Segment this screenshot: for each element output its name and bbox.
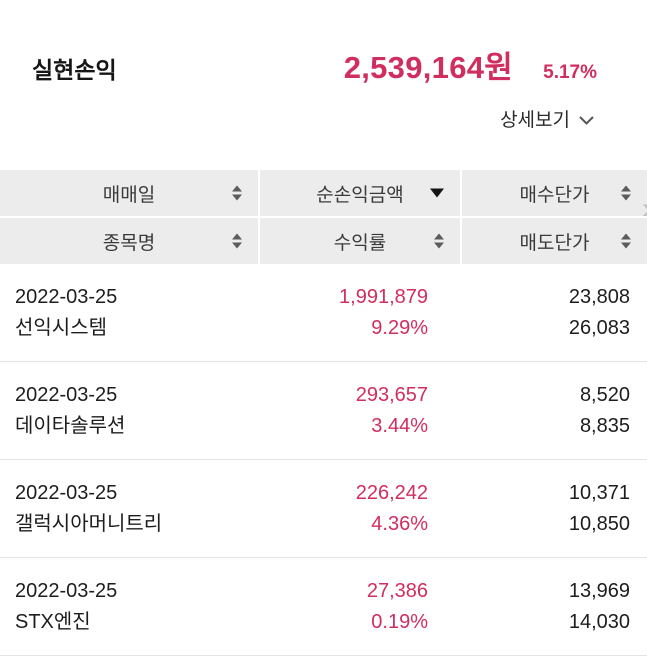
header-sell-price[interactable]: 매도단가 [462, 218, 647, 264]
return-rate: 3.44% [371, 415, 428, 437]
stock-name: 갤럭시아머니트리 [15, 513, 163, 535]
sort-icon [434, 233, 444, 249]
table-header-row-2: 종목명 수익률 매도단가 [0, 218, 647, 264]
header-return-rate-label: 수익률 [333, 232, 387, 254]
table-header-row-1: 매매일 순손익금액 매수단가 [0, 170, 647, 216]
pnl-cell: 293,657 3.44% [258, 380, 458, 442]
return-rate: 0.19% [371, 611, 428, 633]
price-cell: 13,969 14,030 [458, 576, 647, 638]
sort-desc-icon [430, 188, 444, 198]
sort-icon [621, 185, 631, 201]
table-row[interactable]: 2022-03-25 STX엔진 27,386 0.19% 13,969 14,… [0, 558, 647, 656]
trade-date: 2022-03-25 [15, 384, 118, 406]
page-title: 실현손익 [32, 57, 117, 83]
detail-row: 상세보기 [0, 105, 647, 132]
pnl-cell: 27,386 0.19% [258, 576, 458, 638]
price-cell: 10,371 10,850 [458, 478, 647, 540]
header-sell-price-label: 매도단가 [519, 232, 590, 254]
pnl-cell: 226,242 4.36% [258, 478, 458, 540]
detail-view-label: 상세보기 [500, 110, 570, 131]
realized-pnl-amount: 2,539,164원 [343, 50, 514, 85]
sell-price: 10,850 [568, 513, 630, 535]
buy-price: 23,808 [568, 286, 630, 308]
stock-cell: 2022-03-25 선익시스템 [0, 282, 258, 344]
realized-pnl-table: 매매일 순손익금액 매수단가 종목명 수익률 매도단가 [0, 170, 647, 656]
table-row[interactable]: 2022-03-25 데이타솔루션 293,657 3.44% 8,520 8,… [0, 362, 647, 460]
price-cell: 23,808 26,083 [458, 282, 647, 344]
sell-price: 8,835 [579, 415, 630, 437]
trade-date: 2022-03-25 [15, 286, 118, 308]
header-stock-name[interactable]: 종목명 [0, 218, 258, 264]
trade-date: 2022-03-25 [15, 580, 118, 602]
sort-icon [232, 185, 242, 201]
header-buy-price[interactable]: 매수단가 [462, 170, 647, 216]
pnl-cell: 1,991,879 9.29% [258, 282, 458, 344]
header-buy-price-label: 매수단가 [519, 184, 590, 206]
net-pnl-amount: 27,386 [366, 580, 428, 602]
sell-price: 26,083 [568, 317, 630, 339]
sort-icon [232, 233, 242, 249]
stock-cell: 2022-03-25 갤럭시아머니트리 [0, 478, 258, 540]
buy-price: 13,969 [568, 580, 630, 602]
stock-cell: 2022-03-25 STX엔진 [0, 576, 258, 638]
detail-view-button[interactable]: 상세보기 [500, 105, 595, 132]
scroll-right-icon[interactable]: › [642, 194, 647, 224]
stock-name: 데이타솔루션 [15, 415, 126, 437]
return-rate: 9.29% [371, 317, 428, 339]
price-cell: 8,520 8,835 [458, 380, 647, 442]
table-row[interactable]: 2022-03-25 선익시스템 1,991,879 9.29% 23,808 … [0, 264, 647, 362]
net-pnl-amount: 293,657 [355, 384, 428, 406]
table-row[interactable]: 2022-03-25 갤럭시아머니트리 226,242 4.36% 10,371… [0, 460, 647, 558]
trade-date: 2022-03-25 [15, 482, 118, 504]
return-rate: 4.36% [371, 513, 428, 535]
buy-price: 10,371 [568, 482, 630, 504]
header-return-rate[interactable]: 수익률 [260, 218, 460, 264]
sell-price: 14,030 [568, 611, 630, 633]
header-trade-date-label: 매매일 [102, 184, 156, 206]
header-trade-date[interactable]: 매매일 [0, 170, 258, 216]
header-stock-name-label: 종목명 [102, 232, 156, 254]
chevron-down-icon [578, 115, 595, 126]
sort-icon [621, 233, 631, 249]
summary-section: 실현손익 2,539,164원 5.17% [0, 0, 647, 87]
realized-pnl-percent: 5.17% [543, 62, 597, 83]
header-net-pnl-label: 순손익금액 [316, 184, 404, 206]
net-pnl-amount: 1,991,879 [339, 286, 428, 308]
stock-cell: 2022-03-25 데이타솔루션 [0, 380, 258, 442]
buy-price: 8,520 [579, 384, 630, 406]
stock-name: 선익시스템 [15, 317, 107, 339]
stock-name: STX엔진 [15, 611, 91, 633]
net-pnl-amount: 226,242 [355, 482, 428, 504]
header-net-pnl[interactable]: 순손익금액 [260, 170, 460, 216]
